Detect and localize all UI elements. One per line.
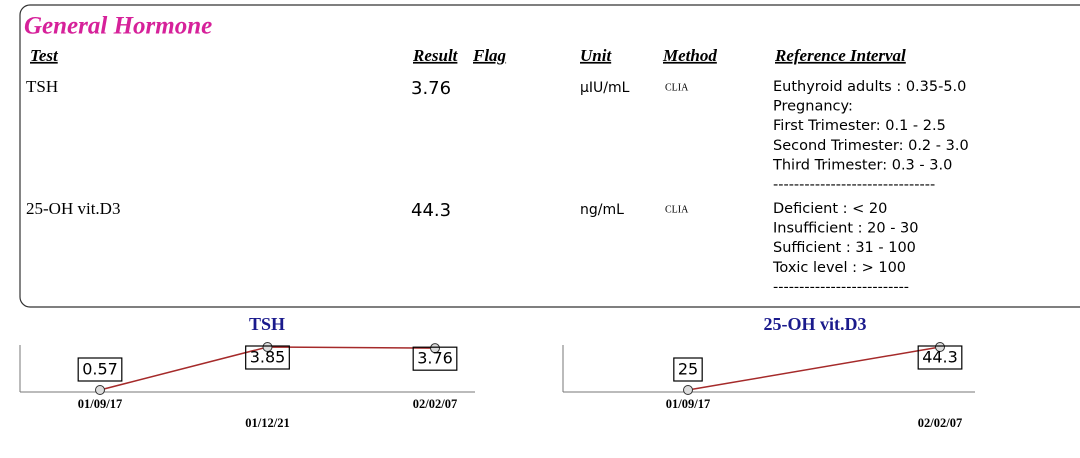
- reference-line: Third Trimester: 0.3 - 3.0: [772, 157, 952, 173]
- x-label: 01/09/17: [666, 397, 710, 411]
- method: CLIA: [665, 82, 689, 93]
- reference-line: Deficient : < 20: [773, 201, 887, 217]
- test-name: TSH: [26, 77, 58, 96]
- column-header: Method: [662, 46, 717, 65]
- method: CLIA: [665, 204, 689, 215]
- reference-line: Sufficient : 31 - 100: [773, 240, 916, 256]
- value-label-box: [917, 345, 963, 370]
- data-point: [262, 342, 273, 352]
- data-point: [430, 343, 440, 354]
- reference-line: Second Trimester: 0.2 - 3.0: [773, 138, 969, 154]
- column-header: Test: [30, 46, 59, 65]
- value-label-box: [412, 346, 458, 371]
- column-header: Flag: [472, 46, 507, 65]
- chart-title: 25-OH vit.D3: [764, 314, 867, 334]
- column-header: Reference Interval: [774, 46, 906, 65]
- value-label: 0.57: [82, 360, 118, 379]
- panel-border: [19, 4, 1080, 308]
- value-label: 3.76: [417, 349, 453, 368]
- column-header: Unit: [580, 46, 612, 65]
- x-label: 01/09/17: [78, 397, 122, 411]
- reference-line: Toxic level : > 100: [772, 260, 906, 276]
- reference-line: -------------------------------: [773, 177, 935, 193]
- value-label: 44.3: [922, 348, 958, 367]
- chart-title: TSH: [249, 314, 285, 334]
- value-label: 3.85: [250, 348, 286, 367]
- trend-line: [687, 346, 941, 391]
- column-header: Result: [412, 46, 459, 65]
- reference-line: --------------------------: [773, 279, 909, 295]
- unit: µIU/mL: [580, 80, 630, 96]
- data-point: [683, 385, 693, 395]
- reference-line: Euthyroid adults : 0.35-5.0: [773, 79, 966, 95]
- value-label: 25: [678, 360, 698, 379]
- value-label-box: [77, 357, 123, 382]
- reference-line: First Trimester: 0.1 - 2.5: [773, 118, 946, 134]
- value-label-box: [245, 345, 290, 370]
- x-label: 02/02/07: [413, 397, 457, 411]
- section-title: General Hormone: [24, 13, 212, 40]
- reference-line: Pregnancy:: [773, 99, 853, 115]
- result-value: 3.76: [411, 78, 451, 99]
- x-label: 01/12/21: [245, 416, 289, 430]
- value-label-box: [673, 357, 703, 382]
- data-point: [935, 342, 945, 352]
- result-value: 44.3: [411, 200, 451, 221]
- data-point: [95, 385, 105, 395]
- reference-line: Insufficient : 20 - 30: [773, 221, 918, 237]
- unit: ng/mL: [580, 202, 624, 218]
- test-name: 25-OH vit.D3: [26, 199, 120, 218]
- x-label: 02/02/07: [918, 416, 962, 430]
